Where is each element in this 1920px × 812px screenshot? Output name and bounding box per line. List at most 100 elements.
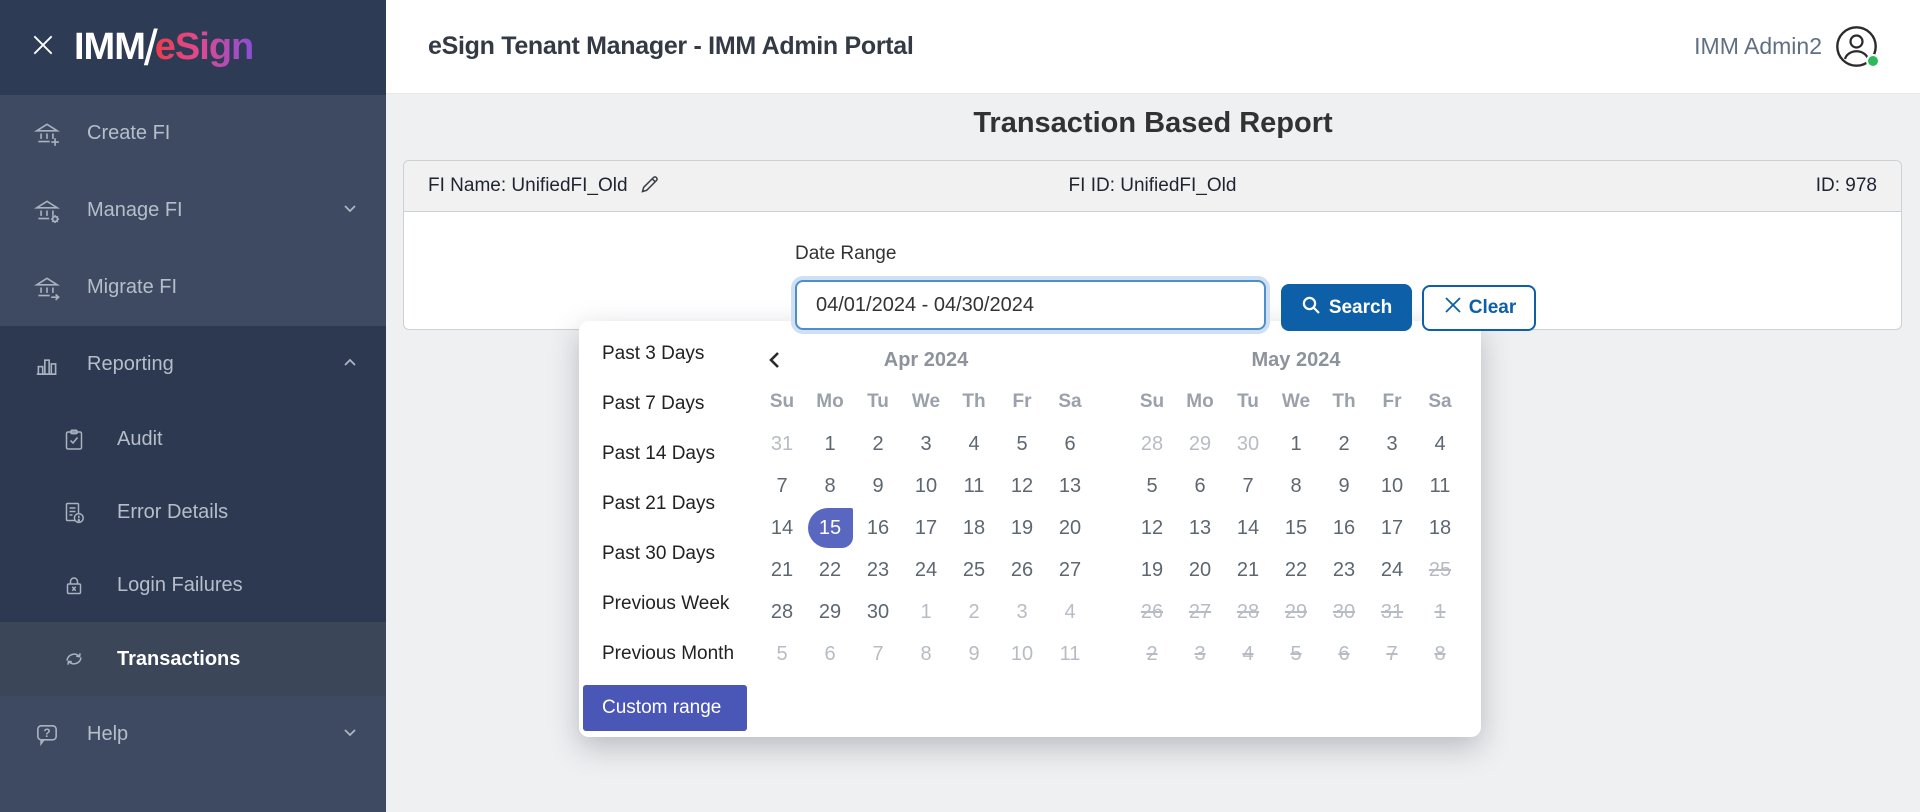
sidebar-item-transactions[interactable]: Transactions xyxy=(0,622,386,696)
sidebar-item-create-fi[interactable]: Create FI xyxy=(0,95,386,172)
calendar-day[interactable]: 16 xyxy=(866,516,890,539)
calendar-day[interactable]: 21 xyxy=(1236,558,1260,581)
preset-item[interactable]: Previous Month xyxy=(602,643,735,664)
calendar-day[interactable]: 22 xyxy=(1284,558,1308,581)
calendar-day[interactable]: 2 xyxy=(1338,432,1350,455)
calendar-day[interactable]: 24 xyxy=(914,558,938,581)
calendar-day[interactable]: 23 xyxy=(1332,558,1356,581)
calendar-day[interactable]: 10 xyxy=(914,474,938,497)
calendar-day[interactable]: 28 xyxy=(770,600,794,623)
calendar-day[interactable]: 14 xyxy=(770,516,794,539)
calendar-day[interactable]: 11 xyxy=(1429,474,1451,497)
calendar-day[interactable]: 10 xyxy=(1380,474,1404,497)
calendar-day[interactable]: 24 xyxy=(1380,558,1404,581)
calendar-day[interactable]: 26 xyxy=(1010,558,1034,581)
calendar-day[interactable]: 15 xyxy=(1284,516,1308,539)
preset-item[interactable]: Past 30 Days xyxy=(602,543,715,564)
calendar-day[interactable]: 19 xyxy=(1010,516,1034,539)
preset-item[interactable]: Past 21 Days xyxy=(602,493,715,514)
calendar-day[interactable]: 1 xyxy=(920,600,932,623)
sidebar-item-audit[interactable]: Audit xyxy=(0,403,386,476)
calendar-day[interactable]: 29 xyxy=(1188,432,1212,455)
calendar-day[interactable]: 5 xyxy=(1146,474,1158,497)
day-of-week-label: Su xyxy=(769,391,795,412)
calendar-day[interactable]: 3 xyxy=(1386,432,1398,455)
edit-pencil-icon[interactable] xyxy=(638,172,660,200)
preset-item[interactable]: Previous Week xyxy=(602,593,730,614)
calendar-day[interactable]: 3 xyxy=(1016,600,1028,623)
calendar-day[interactable]: 5 xyxy=(776,642,788,665)
calendar-day[interactable]: 4 xyxy=(1064,600,1076,623)
calendar-day[interactable]: 4 xyxy=(1434,432,1446,455)
preset-item[interactable]: Past 7 Days xyxy=(602,393,705,414)
preset-item[interactable]: Past 3 Days xyxy=(602,343,705,364)
calendar-day[interactable]: 23 xyxy=(866,558,890,581)
calendar-day[interactable]: 7 xyxy=(776,474,788,497)
calendar-day[interactable]: 1 xyxy=(1290,432,1302,455)
calendar-header: Apr 2024 xyxy=(758,339,1094,381)
calendar-day[interactable]: 9 xyxy=(872,474,884,497)
sidebar-item-error-details[interactable]: Error Details xyxy=(0,476,386,549)
calendar-day[interactable]: 18 xyxy=(962,516,986,539)
clear-button[interactable]: Clear xyxy=(1422,285,1536,331)
calendar-day[interactable]: 29 xyxy=(818,600,842,623)
calendar-day[interactable]: 30 xyxy=(1236,432,1260,455)
calendar-day[interactable]: 6 xyxy=(824,642,836,665)
page-title: Transaction Based Report xyxy=(973,107,1333,139)
custom-range-button[interactable]: Custom range xyxy=(583,685,747,731)
calendar-day[interactable]: 13 xyxy=(1058,474,1082,497)
sidebar-item-migrate-fi[interactable]: Migrate FI xyxy=(0,249,386,326)
calendar-day[interactable]: 17 xyxy=(914,516,938,539)
calendar-day[interactable]: 9 xyxy=(968,642,980,665)
date-range-input[interactable] xyxy=(795,280,1266,330)
calendar-day[interactable]: 6 xyxy=(1194,474,1206,497)
calendar-day[interactable]: 28 xyxy=(1140,432,1164,455)
calendar-day[interactable]: 21 xyxy=(770,558,794,581)
calendar-day[interactable]: 6 xyxy=(1064,432,1076,455)
calendar-day[interactable]: 8 xyxy=(824,474,836,497)
search-button[interactable]: Search xyxy=(1281,284,1412,331)
calendar-day[interactable]: 11 xyxy=(963,474,985,497)
calendar-day[interactable]: 8 xyxy=(1290,474,1302,497)
calendar-day[interactable]: 12 xyxy=(1010,474,1034,497)
calendar-day[interactable]: 2 xyxy=(872,432,884,455)
sidebar-item-manage-fi[interactable]: Manage FI xyxy=(0,172,386,249)
calendar-day[interactable]: 9 xyxy=(1338,474,1350,497)
calendar-day[interactable]: 14 xyxy=(1236,516,1260,539)
calendar-day[interactable]: 5 xyxy=(1016,432,1028,455)
sidebar-item-login-failures[interactable]: Login Failures xyxy=(0,549,386,622)
calendar-day[interactable]: 4 xyxy=(968,432,980,455)
calendar-day[interactable]: 10 xyxy=(1010,642,1034,665)
calendar-day[interactable]: 7 xyxy=(1242,474,1254,497)
calendar-day[interactable]: 13 xyxy=(1188,516,1212,539)
calendar-day[interactable]: 30 xyxy=(866,600,890,623)
calendar-day[interactable]: 20 xyxy=(1058,516,1082,539)
user-cluster[interactable]: IMM Admin2 xyxy=(1694,25,1880,68)
sidebar-item-help[interactable]: ? Help xyxy=(0,696,386,773)
calendar-day[interactable]: 25 xyxy=(962,558,986,581)
calendar-day[interactable]: 31 xyxy=(770,432,794,455)
clipboard-check-icon xyxy=(61,427,87,453)
calendar-day[interactable]: 20 xyxy=(1188,558,1212,581)
preset-item[interactable]: Past 14 Days xyxy=(602,443,715,464)
calendar-day[interactable]: 16 xyxy=(1332,516,1356,539)
fi-info-bar: FI Name: UnifiedFI_Old FI ID: UnifiedFI_… xyxy=(404,161,1901,212)
previous-month-icon[interactable] xyxy=(764,349,786,371)
calendar-day[interactable]: 18 xyxy=(1428,516,1452,539)
close-icon[interactable] xyxy=(30,32,56,63)
calendar-day[interactable]: 1 xyxy=(824,432,836,455)
calendar-day[interactable]: 22 xyxy=(818,558,842,581)
calendar-day[interactable]: 2 xyxy=(968,600,980,623)
sidebar-item-reporting[interactable]: Reporting xyxy=(0,326,386,403)
calendar-day-selected[interactable]: 15 xyxy=(807,508,853,548)
calendar-day[interactable]: 11 xyxy=(1059,642,1081,665)
calendar-day[interactable]: 12 xyxy=(1140,516,1164,539)
sidebar-filler xyxy=(0,773,386,812)
user-avatar-icon[interactable] xyxy=(1835,25,1880,68)
calendar-day[interactable]: 17 xyxy=(1380,516,1404,539)
calendar-day[interactable]: 27 xyxy=(1058,558,1082,581)
calendar-day[interactable]: 8 xyxy=(920,642,932,665)
calendar-day[interactable]: 3 xyxy=(920,432,932,455)
calendar-day[interactable]: 19 xyxy=(1140,558,1164,581)
calendar-day[interactable]: 7 xyxy=(872,642,884,665)
